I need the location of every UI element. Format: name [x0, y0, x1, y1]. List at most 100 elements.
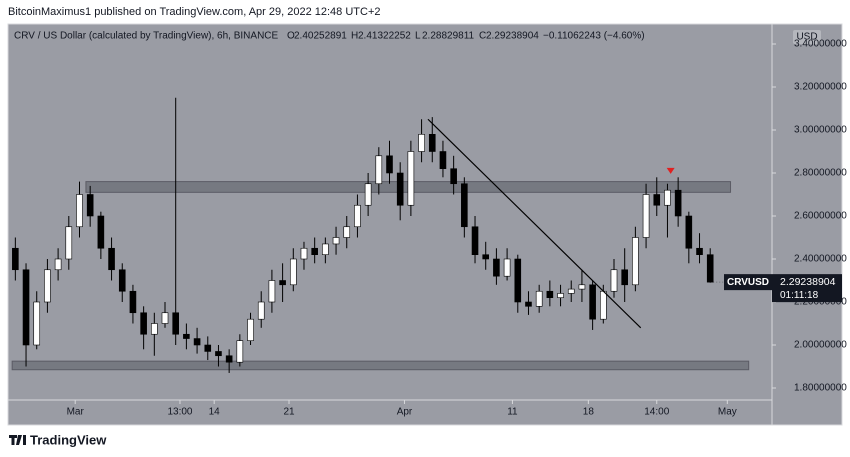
chart-frame: [7, 23, 843, 426]
candle-body: [118, 269, 126, 292]
zone: [11, 360, 750, 371]
candle-body: [161, 312, 169, 324]
x-tick-label: 21: [283, 407, 295, 418]
candle-body: [236, 340, 244, 363]
candle-body: [461, 183, 468, 228]
y-tick-label: 2.00000000: [794, 340, 847, 351]
x-tick-label: Apr: [397, 407, 413, 418]
ohlc-value: 2.28829811: [422, 31, 475, 42]
candle-body: [632, 237, 639, 286]
ohlc-value: 2.41322252: [358, 31, 411, 42]
trendline: [427, 118, 642, 329]
candle-body: [493, 258, 500, 277]
candle-body: [86, 194, 94, 217]
candle-body: [279, 280, 286, 286]
candle-body: [653, 194, 661, 206]
candle-body: [193, 338, 201, 346]
candle-body: [428, 133, 436, 152]
candle-body: [76, 194, 83, 228]
ohlc-value: 2.29238904: [486, 31, 539, 42]
candle-body: [450, 168, 457, 185]
candle-body: [589, 284, 596, 320]
candle-body: [610, 269, 618, 292]
y-tick-label: 1.80000000: [794, 383, 847, 394]
candle-body: [503, 258, 511, 277]
candle-body: [471, 226, 479, 255]
x-tick-label: 13:00: [167, 407, 192, 418]
candle-body: [482, 254, 490, 260]
symbol-title: CRV / US Dollar (calculated by TradingVi…: [14, 31, 279, 42]
candle-body: [535, 290, 543, 307]
candle-body: [33, 301, 41, 346]
candle-body: [289, 258, 297, 286]
ohlc-key: O: [287, 31, 295, 42]
x-tick-label: 14: [209, 407, 221, 418]
candle-body: [685, 215, 693, 249]
candle-body: [108, 247, 115, 271]
logo: [9, 435, 26, 445]
change: −0.11062243 (−4.60%): [543, 31, 645, 42]
publisher: BitcoinMaximus1 published on TradingView…: [8, 6, 381, 18]
y-tick-label: 3.40000000: [794, 39, 847, 50]
candle-body: [578, 284, 586, 290]
candle-body: [418, 133, 425, 152]
candle-body: [247, 318, 254, 342]
candle-body: [343, 226, 351, 238]
price-label: 2.29238904: [780, 276, 836, 288]
candle-body: [204, 344, 212, 352]
candle-body: [65, 226, 73, 260]
y-tick-label: 3.00000000: [794, 125, 847, 136]
candle-body: [546, 290, 554, 299]
symbol-label: CRVUSD: [727, 277, 769, 288]
candle-body: [354, 204, 361, 228]
candle-body: [257, 301, 265, 320]
y-tick-label: 2.60000000: [794, 211, 847, 222]
ohlc-value: 2.40252891: [294, 31, 347, 42]
currency-button[interactable]: [793, 30, 821, 44]
candle-body: [696, 247, 703, 255]
candle-body: [151, 323, 158, 335]
candle-body: [129, 290, 137, 314]
candle-body: [557, 293, 564, 299]
currency[interactable]: USD: [796, 32, 817, 43]
candle-body: [54, 258, 62, 271]
candle-body: [600, 290, 607, 320]
candle-body: [674, 189, 682, 217]
x-tick-label: 11: [507, 407, 518, 418]
candle-body: [311, 247, 318, 255]
countdown: 01:11:18: [780, 290, 819, 301]
x-tick-label: 18: [583, 407, 595, 418]
candle-body: [407, 151, 415, 206]
x-tick-label: Mar: [67, 407, 85, 418]
candle-body: [300, 247, 308, 260]
y-tick-label: 2.40000000: [794, 254, 847, 265]
candle-body: [621, 269, 628, 286]
candle-body: [268, 280, 276, 303]
ohlc-key: C: [479, 31, 486, 42]
candle-body: [183, 333, 190, 339]
legend: CRV / US Dollar (calculated by TradingVi…: [14, 31, 279, 42]
y-tick-label: 2.20000000: [794, 297, 847, 308]
x-tick-label: 14:00: [644, 407, 669, 418]
candle-body: [225, 355, 233, 363]
marker: [666, 167, 675, 174]
candle-body: [567, 288, 575, 294]
candle-body: [44, 269, 51, 303]
candle-body: [332, 237, 340, 245]
candle-body: [525, 301, 532, 307]
candle-body: [364, 183, 372, 206]
candle-body: [12, 247, 19, 271]
y-tick-label: 3.20000000: [794, 82, 847, 93]
y-tick-label: 2.80000000: [794, 168, 847, 179]
ohlc-key: L: [415, 31, 421, 42]
footer-brand: TradingView: [30, 432, 107, 447]
price-tag: [772, 274, 842, 303]
candle-body: [215, 351, 222, 357]
candle-body: [386, 155, 393, 174]
candle-body: [97, 215, 105, 249]
candle-body: [664, 189, 671, 206]
symbol-tag: [724, 274, 772, 291]
candle-body: [140, 312, 147, 335]
candle-body: [439, 151, 447, 169]
